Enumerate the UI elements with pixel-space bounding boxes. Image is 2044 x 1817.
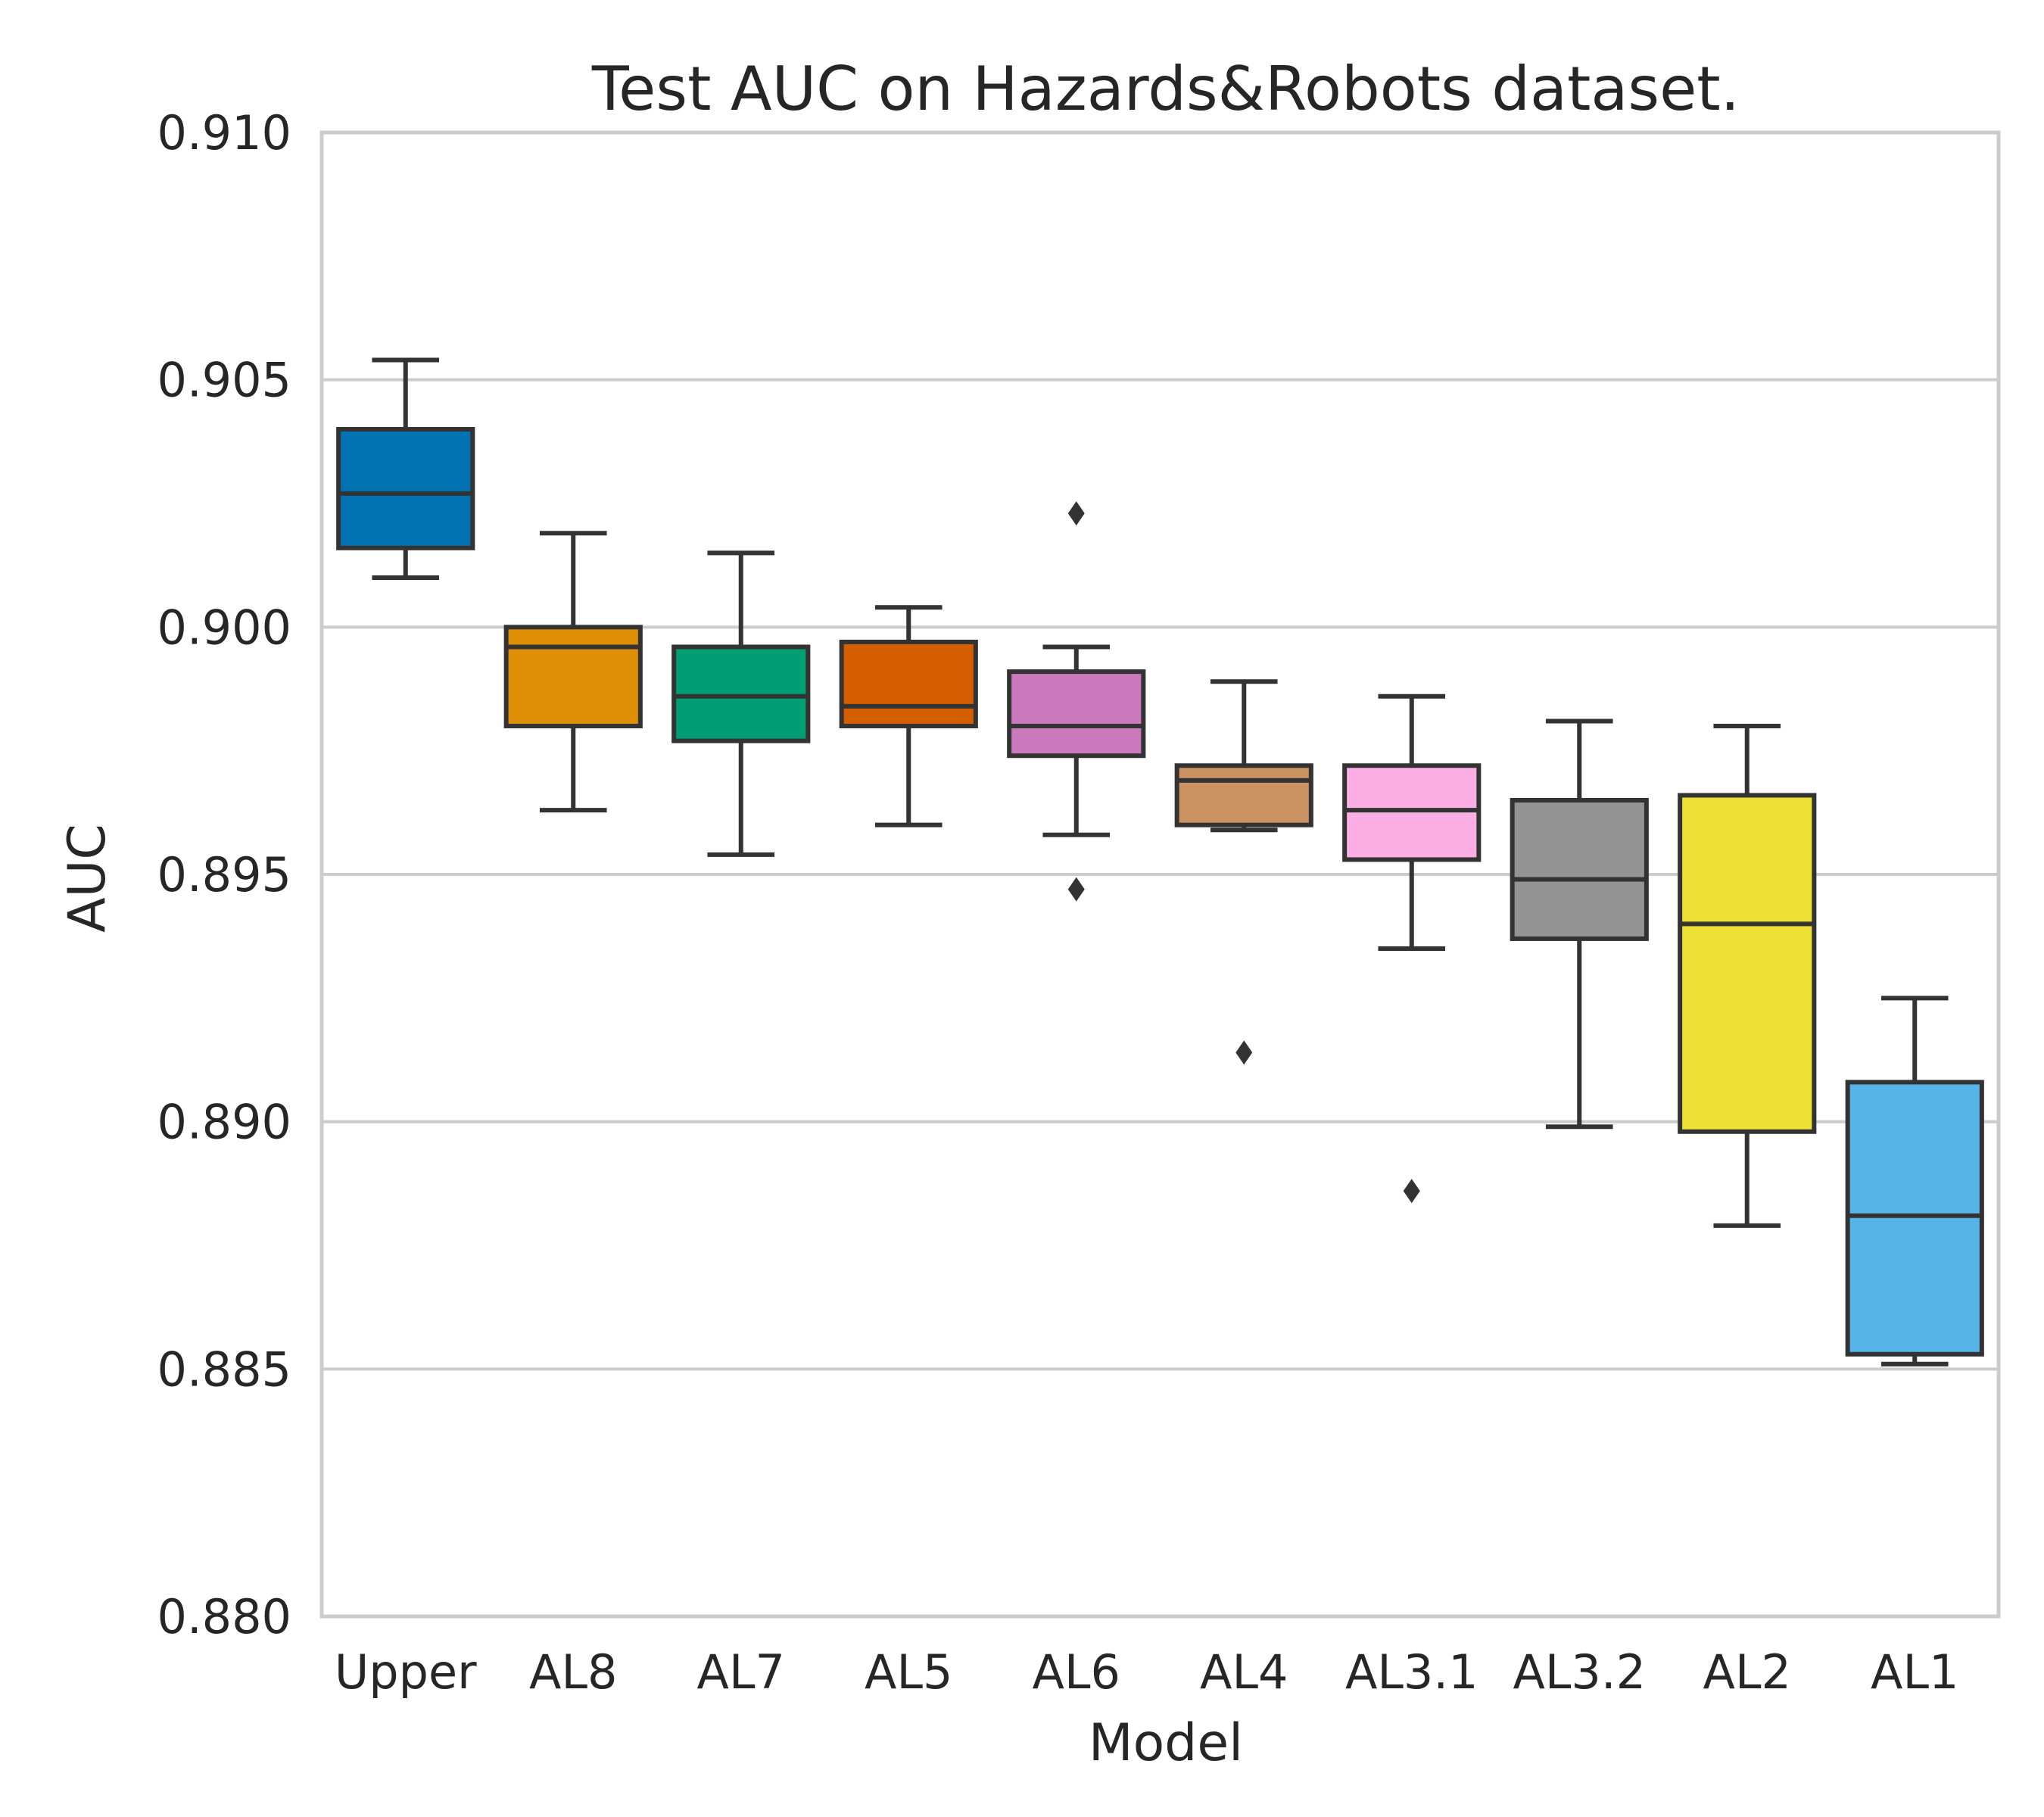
box-al6 (1007, 501, 1146, 902)
y-tick-label: 0.910 (157, 105, 292, 161)
x-tick-label: AL5 (865, 1644, 952, 1700)
y-tick-label: 0.905 (157, 353, 292, 408)
x-tick-label: AL1 (1871, 1644, 1958, 1700)
y-tick-label: 0.890 (157, 1095, 292, 1150)
y-tick-labels: 0.880 0.885 0.890 0.895 0.900 0.905 0.910 (157, 105, 292, 1644)
x-tick-label: AL6 (1033, 1644, 1120, 1700)
iqr-box (1342, 763, 1482, 862)
outlier-point (1403, 1179, 1420, 1204)
box-al4 (1174, 679, 1313, 1065)
y-axis-label: AUC (58, 824, 117, 933)
x-tick-label: AL3.1 (1345, 1644, 1478, 1700)
iqr-box (1510, 798, 1649, 941)
x-tick-label: AL2 (1703, 1644, 1791, 1700)
x-tick-labels: Upper AL8 AL7 AL5 AL6 AL4 AL3.1 AL3.2 AL2 AL1 (335, 1644, 1959, 1700)
plot-frame (319, 130, 2001, 1619)
box-al2 (1678, 724, 1817, 1228)
x-tick-label: AL7 (697, 1644, 785, 1700)
box-al3-2 (1510, 718, 1649, 1130)
box-al5 (839, 605, 978, 827)
x-tick-label: AL3.2 (1513, 1644, 1646, 1700)
x-tick-label: AL4 (1200, 1644, 1288, 1700)
iqr-box (1845, 1080, 1984, 1357)
box-al1 (1845, 996, 1984, 1367)
iqr-box (1678, 793, 1817, 1134)
y-tick-label: 0.880 (157, 1589, 292, 1644)
x-axis-label: Model (1089, 1713, 1243, 1773)
chart-title: Test AUC on Hazards&Robots dataset. (591, 54, 1740, 124)
iqr-box (336, 427, 475, 550)
x-tick-label: AL8 (529, 1644, 617, 1700)
x-tick-label: Upper (335, 1644, 477, 1700)
outlier-point (1067, 501, 1085, 526)
y-tick-label: 0.885 (157, 1342, 292, 1397)
iqr-box (1007, 669, 1146, 759)
box-al7 (671, 550, 811, 857)
iqr-box (503, 625, 643, 728)
box-al8 (503, 531, 643, 813)
outlier-point (1235, 1040, 1253, 1065)
y-tick-label: 0.900 (157, 600, 292, 655)
box-series (336, 357, 1984, 1367)
y-tick-label: 0.895 (157, 847, 292, 902)
iqr-box (671, 644, 811, 743)
box-al3-1 (1342, 693, 1482, 1204)
outlier-point (1067, 877, 1085, 902)
iqr-box (839, 639, 978, 729)
iqr-box (1174, 763, 1313, 827)
box-upper (336, 357, 475, 580)
